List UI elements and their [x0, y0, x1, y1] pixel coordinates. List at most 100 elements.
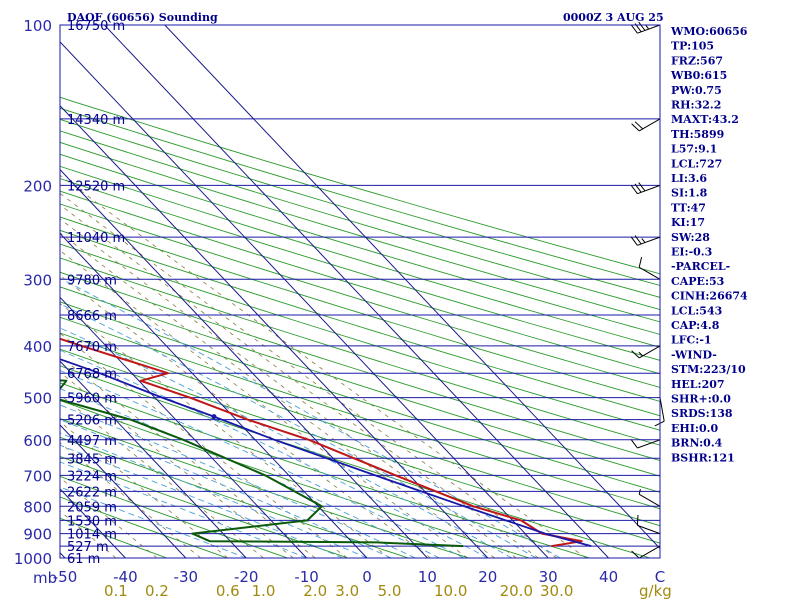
stability-index-line: STM:223/10 — [671, 363, 746, 376]
mixing-ratio-tick-label: 10.0 — [434, 582, 467, 600]
height-labels: 16750 m 14340 m 12520 m 11040 m 9780 m 8666 m… — [67, 19, 125, 567]
plot-frame — [59, 24, 661, 559]
wind-barbs — [630, 21, 665, 559]
lcl-marker — [211, 414, 217, 420]
height-level-label: 5206 m — [67, 414, 117, 429]
stability-index-line: LI:3.6 — [671, 172, 707, 185]
stability-index-line: -PARCEL- — [671, 260, 730, 273]
stability-index-line: MAXT:43.2 — [671, 113, 739, 126]
stability-index-line: CINH:26674 — [671, 290, 748, 303]
stability-index-line: TP:105 — [671, 40, 714, 53]
wind-barb-flag — [638, 182, 646, 192]
profile-lines — [60, 337, 592, 548]
wind-barb-staff — [638, 266, 661, 280]
height-level-label: 5960 m — [67, 392, 117, 407]
isotherm-line — [164, 25, 660, 550]
pressure-tick-label: 200 — [23, 177, 52, 195]
height-level-label: 6768 m — [67, 367, 117, 382]
temperature-tick-label: 20 — [478, 568, 497, 586]
height-level-label: 2622 m — [67, 485, 117, 500]
isotherm-line — [60, 296, 307, 558]
wind-barb-flag — [631, 550, 640, 559]
stability-index-line: KI:17 — [671, 216, 705, 229]
height-level-label: 61 m — [67, 552, 100, 567]
mixing-ratio-tick-label: 3.0 — [335, 582, 359, 600]
stability-index-line: TH:5899 — [671, 128, 724, 141]
stability-index-line: BRN:0.4 — [671, 437, 723, 450]
stability-index-line: SHR+:0.0 — [671, 393, 731, 406]
wind-barb-half-flag — [645, 24, 650, 30]
pressure-tick-label: 500 — [23, 390, 52, 408]
moist-adiabat-line — [60, 432, 368, 558]
wind-barb-staff — [638, 545, 661, 559]
temperature-tick-label: 10 — [418, 568, 437, 586]
stability-index-line: WB0:615 — [670, 69, 727, 82]
isotherm-line — [60, 168, 428, 558]
wind-barb-flag — [634, 183, 642, 193]
pressure-tick-label: 300 — [23, 271, 52, 289]
wind-barb-flag — [630, 24, 638, 34]
mixing-ratio-tick-label: 20.0 — [500, 582, 533, 600]
temperature-tick-label: -10 — [294, 568, 319, 586]
temperature-axis-labels: -50 -40 -30 -20 -10 0 10 20 30 40 C — [53, 568, 665, 586]
stability-index-line: LCL:543 — [671, 304, 722, 317]
height-level-label: 9780 m — [67, 273, 117, 288]
wind-barb — [631, 345, 661, 359]
wind-barb-staff — [638, 493, 661, 507]
temperature-tick-label: 40 — [599, 568, 618, 586]
wind-barb-staff — [637, 439, 661, 449]
mixing-ratio-tick-label: 5.0 — [378, 582, 402, 600]
height-level-label: 1014 m — [67, 528, 117, 543]
stability-index-line: CAP:4.8 — [671, 319, 720, 332]
pressure-tick-label: 1000 — [14, 550, 52, 568]
temperature-tick-label: C — [655, 568, 665, 586]
stability-index-line: EHI:0.0 — [671, 422, 718, 435]
wind-barb-flag — [630, 185, 638, 194]
pressure-axis-labels: 100 200 300 400 500 600 700 800 900 1000 — [14, 17, 52, 568]
wind-barb-staff — [637, 236, 661, 246]
wind-barb-flag — [630, 439, 638, 449]
stability-index-line: TT:47 — [671, 201, 706, 214]
stability-index-line: SI:1.8 — [671, 187, 708, 200]
pressure-tick-label: 800 — [23, 498, 52, 516]
stability-index-line: LCL:727 — [671, 157, 722, 170]
wind-barb-flag — [631, 123, 640, 132]
stability-index-line: CAPE:53 — [671, 275, 724, 288]
wind-barb-flag — [630, 236, 638, 246]
height-level-label: 1530 m — [67, 514, 117, 529]
temperature-tick-label: 0 — [362, 568, 372, 586]
wind-barb-flag — [638, 21, 646, 31]
mixing-ratio-axis-labels: 0.1 0.2 0.6 1.0 2.0 3.0 5.0 10.0 20.0 30.0 — [104, 582, 573, 600]
height-level-label: 527 m — [67, 540, 109, 555]
height-level-label: 11040 m — [67, 231, 125, 246]
temperature-tick-label: -20 — [234, 568, 259, 586]
stability-index-line: PW:0.75 — [671, 84, 722, 97]
wind-barb-flag — [634, 235, 642, 245]
mixing-ratio-tick-label: 0.1 — [104, 582, 128, 600]
stability-index-line: FRZ:567 — [671, 54, 723, 67]
pressure-unit-label: mb — [33, 569, 57, 587]
isotherm-line — [60, 105, 489, 558]
stability-index-line: RH:32.2 — [671, 99, 721, 112]
wind-barb-half-flag — [638, 489, 641, 495]
moist-adiabat-line — [60, 444, 343, 558]
wind-barb — [630, 439, 661, 449]
wind-barb — [638, 489, 661, 507]
wind-barb-flag — [636, 514, 639, 526]
stability-index-line: SW:28 — [671, 231, 710, 244]
pressure-tick-label: 400 — [23, 338, 52, 356]
mixing-ratio-tick-label: 0.2 — [145, 582, 169, 600]
mixing-ratio-unit-label: g/kg — [639, 582, 672, 600]
height-level-label: 12520 m — [67, 179, 125, 194]
height-level-label: 3224 m — [67, 469, 117, 484]
stability-index-line: SRDS:138 — [671, 407, 733, 420]
wind-barb-flag — [631, 350, 640, 359]
stability-index-line: LFC:-1 — [671, 334, 712, 347]
stability-index-line: EI:-0.3 — [671, 246, 712, 259]
wind-barb-flag — [634, 121, 644, 130]
stability-index-line: -WIND- — [671, 348, 717, 361]
pressure-tick-label: 700 — [23, 467, 52, 485]
station-title: DAOF (60656) Sounding — [67, 11, 218, 24]
isotherm-line — [60, 424, 187, 558]
